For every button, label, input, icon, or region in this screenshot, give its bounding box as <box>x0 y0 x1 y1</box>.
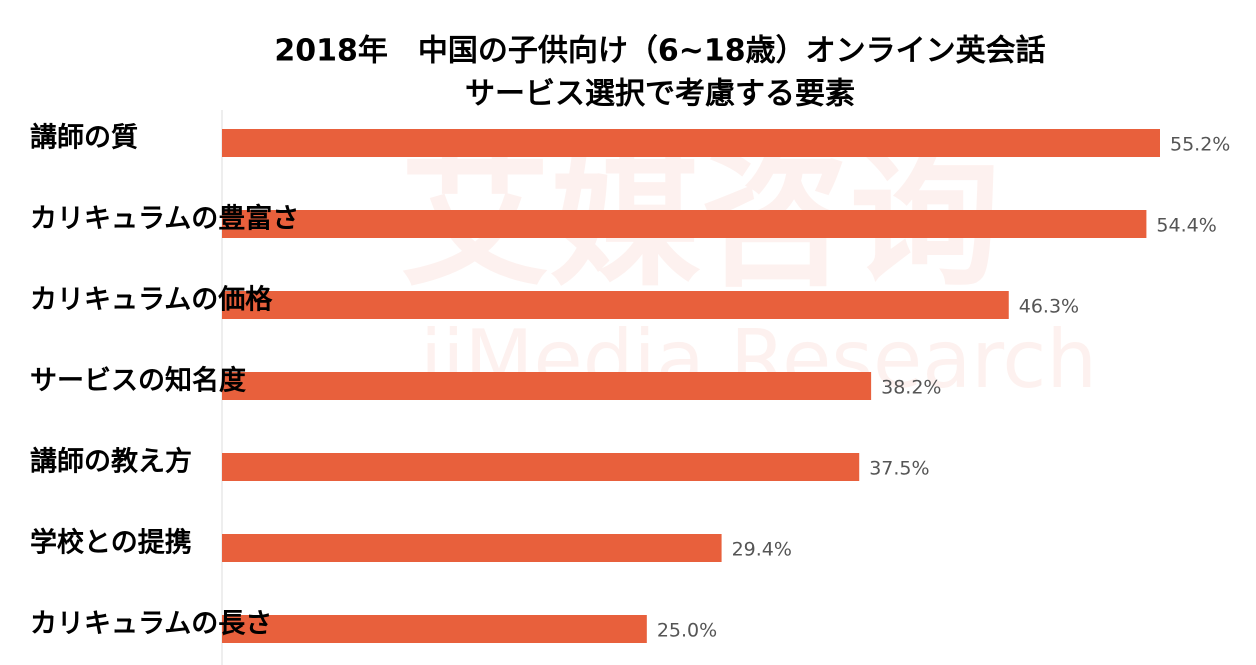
data-label: 25.0% <box>657 620 717 642</box>
data-label: 38.2% <box>881 377 941 399</box>
bar <box>222 615 647 643</box>
chart-title: サービス選択で考慮する要素 <box>465 77 855 112</box>
category-label: 講師の質 <box>30 122 138 154</box>
data-label: 46.3% <box>1019 296 1079 318</box>
data-label: 37.5% <box>869 458 929 480</box>
data-label: 55.2% <box>1170 134 1230 156</box>
data-label: 54.4% <box>1156 215 1216 237</box>
chart-title: 2018年 中国の子供向け（6~18歳）オンライン英会話 <box>274 34 1045 69</box>
bar <box>222 453 860 481</box>
category-label: カリキュラムの豊富さ <box>30 203 299 235</box>
bar <box>222 210 1147 238</box>
category-label: 学校との提携 <box>30 527 192 559</box>
bar <box>222 291 1009 319</box>
bar <box>222 534 722 562</box>
bar <box>222 129 1160 157</box>
category-label: カリキュラムの長さ <box>30 609 272 640</box>
category-label: サービスの知名度 <box>30 365 246 397</box>
category-label: 講師の教え方 <box>30 446 192 478</box>
bar <box>222 372 872 400</box>
data-label: 29.4% <box>732 539 792 561</box>
category-label: カリキュラムの価格 <box>30 285 273 316</box>
